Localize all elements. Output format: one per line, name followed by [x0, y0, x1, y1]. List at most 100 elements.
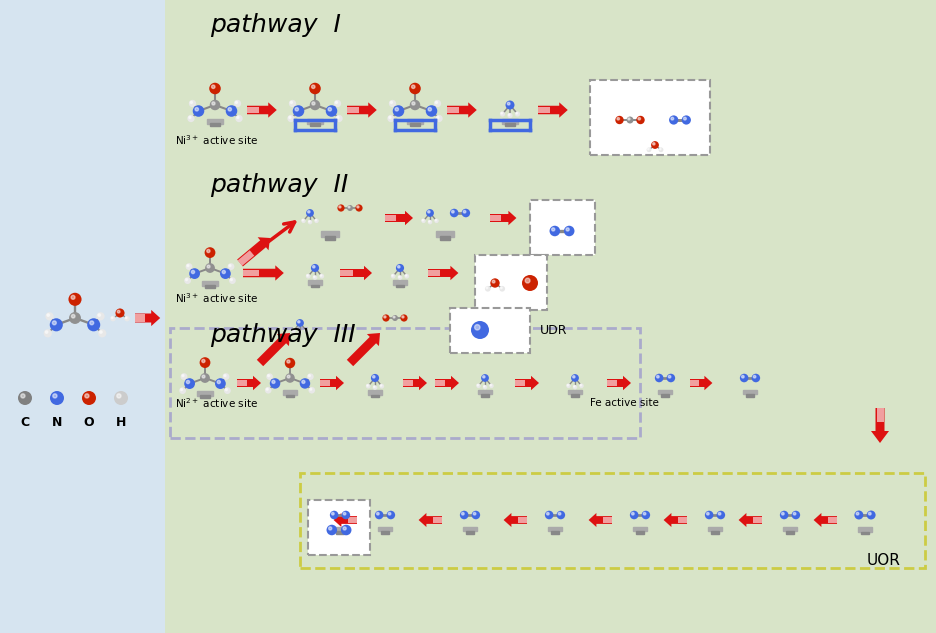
Bar — [782, 527, 797, 531]
Bar — [502, 118, 519, 123]
Circle shape — [226, 389, 227, 391]
Circle shape — [181, 373, 187, 380]
Circle shape — [477, 384, 478, 385]
Circle shape — [296, 319, 304, 327]
Text: Ni$^{3+}$ active site: Ni$^{3+}$ active site — [175, 291, 258, 305]
FancyArrow shape — [320, 376, 344, 390]
Bar — [743, 390, 757, 394]
Circle shape — [707, 513, 709, 515]
Bar — [310, 123, 320, 127]
Circle shape — [69, 312, 80, 324]
FancyArrow shape — [238, 250, 255, 266]
FancyArrow shape — [538, 103, 568, 118]
Circle shape — [681, 115, 691, 125]
Circle shape — [780, 511, 788, 519]
Circle shape — [301, 380, 305, 384]
Circle shape — [265, 387, 271, 394]
Circle shape — [366, 384, 371, 389]
Circle shape — [207, 249, 210, 253]
Circle shape — [398, 266, 400, 268]
Bar — [325, 236, 335, 240]
Circle shape — [435, 220, 436, 221]
Bar — [636, 531, 644, 534]
Circle shape — [390, 101, 392, 104]
Circle shape — [217, 380, 220, 384]
Circle shape — [463, 210, 466, 213]
Circle shape — [187, 265, 189, 266]
Circle shape — [304, 329, 309, 333]
Bar — [308, 500, 370, 555]
Circle shape — [437, 116, 439, 118]
Circle shape — [398, 275, 402, 280]
Circle shape — [660, 148, 661, 150]
Circle shape — [571, 374, 578, 382]
Circle shape — [305, 329, 306, 331]
FancyArrow shape — [135, 310, 160, 326]
Circle shape — [343, 527, 346, 530]
Circle shape — [705, 511, 713, 519]
Bar — [661, 394, 669, 396]
Circle shape — [71, 315, 75, 318]
Circle shape — [566, 228, 569, 231]
FancyArrow shape — [403, 376, 427, 390]
Circle shape — [515, 111, 520, 116]
Bar — [505, 123, 515, 127]
Circle shape — [212, 102, 215, 105]
Circle shape — [380, 385, 382, 386]
Bar — [207, 118, 224, 123]
Circle shape — [486, 287, 488, 289]
Bar — [857, 527, 872, 532]
Circle shape — [117, 394, 121, 398]
Circle shape — [384, 316, 386, 318]
Circle shape — [50, 391, 64, 405]
Circle shape — [301, 218, 306, 223]
Circle shape — [461, 209, 470, 217]
Circle shape — [306, 274, 311, 279]
FancyArrow shape — [603, 517, 612, 523]
FancyArrow shape — [237, 237, 270, 266]
Circle shape — [111, 317, 113, 318]
Circle shape — [507, 103, 510, 105]
FancyArrow shape — [403, 380, 413, 386]
Circle shape — [21, 394, 25, 398]
Circle shape — [302, 220, 303, 221]
Circle shape — [320, 275, 322, 276]
FancyArrow shape — [385, 215, 396, 221]
Bar — [200, 395, 210, 398]
FancyArrow shape — [435, 376, 459, 390]
Bar — [550, 531, 560, 534]
Circle shape — [545, 511, 553, 519]
Circle shape — [374, 511, 384, 519]
Circle shape — [357, 206, 359, 208]
Bar — [170, 328, 640, 438]
Text: UOR: UOR — [867, 553, 900, 568]
Circle shape — [549, 226, 560, 236]
Circle shape — [189, 268, 200, 279]
Circle shape — [47, 314, 50, 316]
Circle shape — [205, 248, 215, 258]
Circle shape — [426, 105, 437, 116]
Circle shape — [71, 296, 75, 299]
Text: N: N — [51, 416, 62, 429]
Circle shape — [792, 511, 800, 519]
Circle shape — [405, 275, 407, 276]
Circle shape — [563, 226, 575, 236]
Circle shape — [311, 264, 319, 272]
Circle shape — [412, 102, 415, 105]
Bar — [746, 394, 754, 396]
Circle shape — [90, 321, 94, 325]
Circle shape — [339, 206, 341, 208]
Circle shape — [428, 211, 430, 213]
FancyArrow shape — [827, 517, 837, 523]
Circle shape — [335, 101, 338, 104]
FancyArrow shape — [347, 106, 358, 113]
Circle shape — [421, 218, 426, 223]
Circle shape — [270, 378, 280, 389]
Circle shape — [295, 108, 299, 111]
Circle shape — [348, 206, 350, 208]
FancyArrow shape — [256, 333, 290, 366]
Circle shape — [557, 511, 565, 519]
Circle shape — [507, 113, 513, 118]
Circle shape — [656, 375, 659, 378]
Circle shape — [869, 512, 871, 515]
